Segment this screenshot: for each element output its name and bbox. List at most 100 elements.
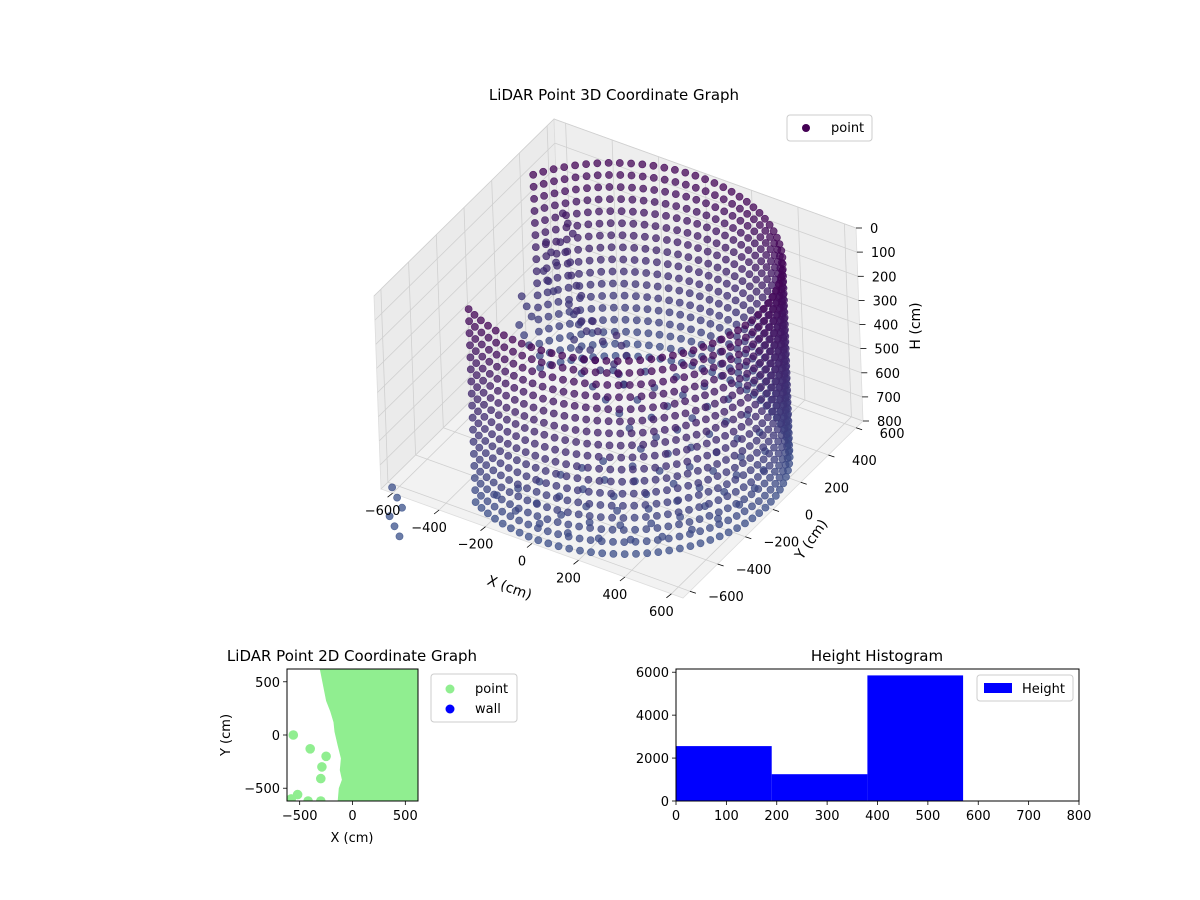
chart3d-point: [696, 304, 705, 313]
chart3d-point: [760, 479, 769, 488]
chart3d-point: [749, 203, 758, 212]
chart3d-point: [663, 236, 671, 244]
chart3d-point: [692, 195, 701, 204]
chart2d-legend: point wall: [430, 673, 518, 723]
chart3d-point: [713, 472, 722, 480]
chart3d-point: [654, 294, 663, 303]
chart3d-point: [659, 377, 667, 386]
chart3d-point: [723, 492, 732, 501]
chart3d-z-tick-label: 500: [874, 343, 899, 358]
chart3d-point: [706, 319, 715, 328]
chart3d-point: [660, 175, 669, 184]
chart3d-point: [549, 385, 557, 394]
chart3d-point: [649, 415, 658, 424]
chart3d-point: [748, 514, 757, 523]
chart3d-point: [620, 279, 629, 288]
chart3d-point: [735, 192, 744, 201]
chart2d-legend-wall-label: wall: [475, 702, 501, 717]
chart3d-point: [675, 520, 683, 529]
chart3d-point: [755, 334, 764, 343]
chart3d-point: [498, 519, 507, 528]
chart3d-point: [748, 328, 757, 337]
chart3d-point: [743, 369, 752, 378]
chart3d-legend: point: [786, 114, 873, 142]
chart3d-point: [496, 447, 504, 456]
chart3d-point: [747, 490, 756, 499]
chart3d-point: [511, 408, 520, 416]
chart3d-point: [664, 534, 673, 543]
chart3d-point: [696, 539, 705, 548]
chart3d-point: [719, 195, 728, 204]
chart3d-point: [654, 548, 663, 556]
chart2d-x-tick-label: 0: [348, 809, 356, 824]
chart3d-point: [710, 375, 718, 384]
chart3d-point: [535, 327, 543, 336]
chart3d-point: [750, 388, 759, 397]
chart3d-point: [763, 389, 771, 398]
chart3d-point: [705, 499, 713, 508]
chart3d-point: [672, 202, 681, 210]
chart3d-point: [478, 352, 487, 361]
chart3d-point: [637, 392, 646, 401]
chart3d-point: [776, 485, 784, 494]
chart3d-point: [662, 474, 671, 482]
chart3d-point: [606, 219, 615, 228]
chart3d-point: [674, 508, 683, 517]
chart3d-point: [570, 401, 579, 410]
chart3d-point: [540, 204, 549, 212]
chart3d-point: [711, 215, 720, 224]
chart3d-point: [642, 269, 651, 277]
chart3d-point: [722, 456, 730, 464]
chart3d-point: [609, 550, 618, 558]
chart3d-point: [554, 530, 562, 539]
chart3d-point: [729, 427, 738, 436]
chart3d-point: [471, 486, 480, 494]
chart3d-point: [583, 439, 591, 448]
chart2d-point: [305, 744, 316, 754]
chart3d-point: [700, 367, 709, 376]
chart3d-point: [560, 424, 569, 432]
chart3d-grid-z-back: [553, 118, 857, 229]
chart3d-point: [563, 496, 572, 505]
chart3d-point: [561, 187, 569, 196]
chart3d-point: [773, 322, 782, 331]
chart3d-point: [595, 476, 604, 485]
hist-y-tick-label: 0: [661, 795, 669, 810]
chart3d-legend-marker: [802, 124, 810, 132]
chart3d-point: [608, 513, 616, 522]
chart3d-point: [685, 518, 694, 526]
chart3d-point: [772, 389, 781, 398]
chart3d-point: [774, 346, 783, 355]
chart3d-point: [711, 191, 719, 199]
chart3d-point: [604, 417, 613, 426]
chart3d-point: [766, 335, 774, 343]
chart3d-point: [744, 246, 753, 254]
chart3d-point: [587, 548, 595, 557]
chart3d-point: [761, 503, 770, 512]
chart3d-point: [662, 211, 670, 220]
chart3d-point: [669, 363, 678, 372]
chart3d-point: [708, 339, 717, 348]
chart3d-point: [669, 351, 677, 360]
chart3d-point: [595, 464, 603, 473]
chart3d-point: [470, 474, 479, 482]
chart3d-point: [604, 158, 613, 167]
chart3d-point: [582, 160, 590, 168]
chart3d-point: [751, 400, 760, 409]
chart3d-point: [773, 310, 782, 319]
chart3d-point: [606, 195, 614, 203]
chart3d-point: [543, 503, 551, 512]
chart3d-point: [638, 428, 647, 437]
chart3d-point: [734, 338, 743, 347]
chart3d-point: [628, 441, 636, 450]
chart3d-grid-y-floor: [526, 345, 829, 456]
chart3d-point: [575, 522, 583, 531]
chart3d-point: [766, 485, 775, 494]
chart3d-point: [666, 332, 675, 341]
chart3d-point: [711, 203, 720, 212]
chart3d-point: [726, 343, 735, 351]
chart3d-point: [745, 430, 754, 438]
chart3d-point: [703, 235, 712, 244]
chart3d-point: [652, 487, 660, 496]
chart3d-point: [772, 298, 781, 307]
